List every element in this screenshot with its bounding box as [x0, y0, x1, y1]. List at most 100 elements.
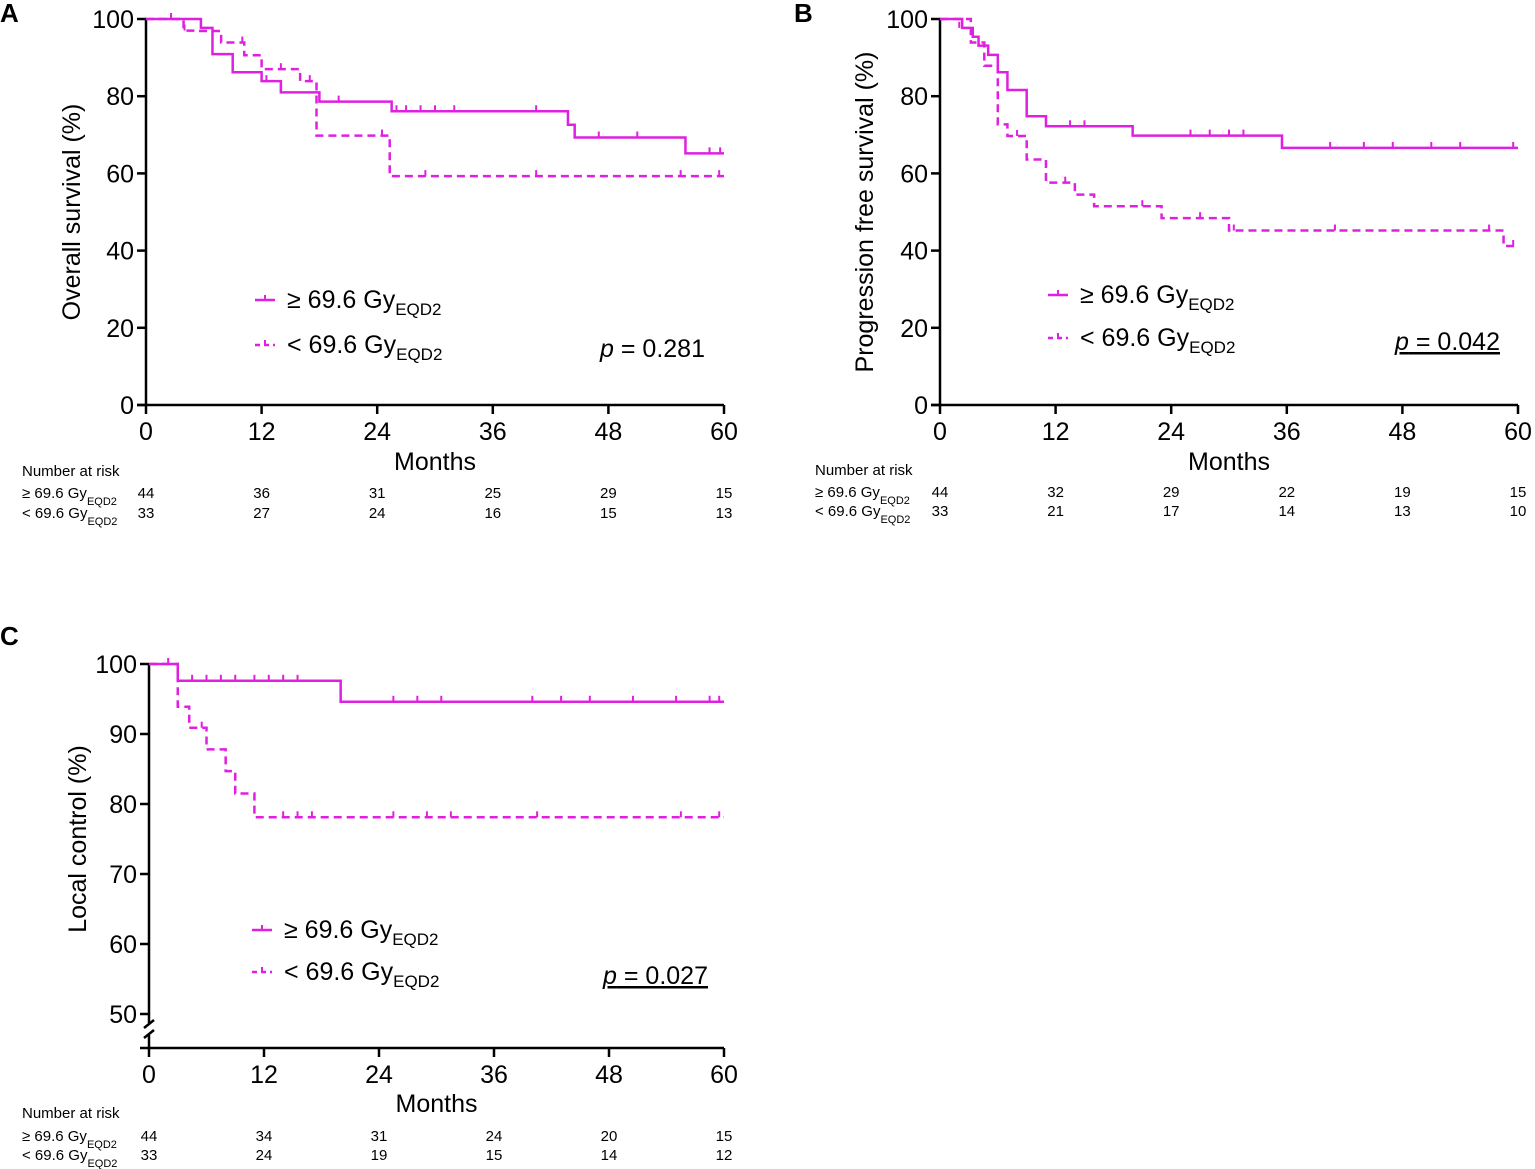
x-axis-title: Months: [394, 448, 476, 476]
x-tick-label: 0: [139, 418, 153, 446]
p-value: p = 0.027: [602, 962, 708, 990]
x-tick-label: 24: [365, 1061, 393, 1089]
x-tick-label: 60: [1504, 418, 1532, 446]
legend-label-high-subscript: EQD2: [1188, 295, 1234, 314]
axis-break-mark: [143, 1029, 155, 1039]
risk-row-label-subscript: EQD2: [87, 496, 117, 508]
legend-label-high-main: ≥ 69.6 Gy: [284, 916, 393, 944]
x-tick-label: 36: [479, 418, 507, 446]
risk-count: 34: [256, 1128, 273, 1145]
legend-label-high-main: ≥ 69.6 Gy: [1080, 281, 1189, 309]
risk-row-label: ≥ 69.6 GyEQD2: [22, 485, 117, 508]
chart-panel-a: A 0 20 40 60 80 100 0 12 24 36 48 60 Months Overall su…: [0, 0, 738, 528]
y-tick-label: 100: [886, 6, 928, 34]
risk-row-label-main: < 69.6 Gy: [22, 505, 88, 522]
legend-label-high-subscript: EQD2: [392, 930, 438, 949]
y-tick-label: 80: [900, 83, 928, 111]
risk-count: 36: [253, 485, 270, 502]
risk-count: 15: [600, 505, 617, 522]
y-tick-label: 70: [109, 861, 137, 889]
risk-row-label-main: < 69.6 Gy: [815, 503, 881, 520]
y-tick-label: 60: [900, 160, 928, 188]
x-axis-title: Months: [1188, 448, 1270, 476]
y-tick-label: 80: [106, 83, 134, 111]
risk-count: 15: [1510, 484, 1527, 501]
axis-break-mark: [143, 1019, 155, 1029]
risk-table-title: Number at risk: [22, 463, 120, 480]
p-number: = 0.281: [614, 335, 705, 363]
x-tick-label: 0: [933, 418, 947, 446]
risk-count: 15: [716, 1128, 733, 1145]
risk-count: 32: [1047, 484, 1064, 501]
risk-row-label-main: < 69.6 Gy: [22, 1147, 88, 1164]
risk-count: 33: [932, 503, 949, 520]
risk-table-title: Number at risk: [815, 462, 913, 479]
legend: ≥ 69.6 GyEQD2< 69.6 GyEQD2: [252, 916, 439, 991]
x-tick-label: 48: [595, 1061, 623, 1089]
x-axis-title: Months: [396, 1090, 478, 1118]
risk-count: 25: [484, 485, 501, 502]
p-symbol: p: [1394, 328, 1409, 356]
risk-count: 24: [369, 505, 386, 522]
risk-count: 12: [716, 1147, 733, 1164]
y-axis-title: Local control (%): [64, 745, 92, 933]
risk-count: 14: [1278, 503, 1295, 520]
y-tick-label: 90: [109, 721, 137, 749]
chart-panel-b: B 0 20 40 60 80 100 0 12 24 36 48 60 Months Progressio…: [794, 0, 1532, 526]
x-tick-label: 0: [142, 1061, 156, 1089]
legend-label-low-main: < 69.6 Gy: [284, 958, 394, 986]
panel-letter: A: [0, 0, 19, 28]
risk-count: 19: [371, 1147, 388, 1164]
risk-row-label-main: ≥ 69.6 Gy: [22, 485, 87, 502]
risk-count: 15: [716, 485, 733, 502]
y-tick-label: 40: [106, 238, 134, 266]
risk-count: 24: [256, 1147, 273, 1164]
legend-label-low: < 69.6 GyEQD2: [284, 958, 439, 991]
x-tick-label: 12: [248, 418, 276, 446]
legend-label-low: < 69.6 GyEQD2: [287, 331, 442, 364]
legend-label-low-main: < 69.6 Gy: [1080, 324, 1190, 352]
legend-label-high: ≥ 69.6 GyEQD2: [284, 916, 439, 949]
risk-count: 15: [486, 1147, 503, 1164]
risk-count: 19: [1394, 484, 1411, 501]
y-axis-title: Progression free survival (%): [851, 52, 879, 373]
y-tick-label: 20: [900, 315, 928, 343]
risk-count: 31: [369, 485, 386, 502]
risk-row-label: < 69.6 GyEQD2: [815, 503, 910, 526]
x-tick-label: 12: [1042, 418, 1070, 446]
y-tick-label: 60: [109, 931, 137, 959]
risk-count: 22: [1278, 484, 1295, 501]
risk-count: 44: [932, 484, 949, 501]
y-tick-label: 0: [120, 392, 134, 420]
legend-label-high-main: ≥ 69.6 Gy: [287, 286, 396, 314]
risk-row-label-subscript: EQD2: [87, 1139, 117, 1151]
risk-count: 14: [601, 1147, 618, 1164]
risk-row-label-subscript: EQD2: [87, 516, 117, 528]
risk-row-label-subscript: EQD2: [880, 514, 910, 526]
panel-letter: B: [794, 0, 813, 28]
x-tick-label: 60: [710, 418, 738, 446]
legend-label-low-subscript: EQD2: [393, 972, 439, 991]
x-tick-label: 24: [363, 418, 391, 446]
risk-count: 44: [138, 485, 155, 502]
risk-count: 13: [716, 505, 733, 522]
y-axis-title: Overall survival (%): [58, 104, 86, 321]
p-number: = 0.027: [617, 962, 708, 990]
legend-label-low-subscript: EQD2: [1189, 338, 1235, 357]
km-curve-low-dose: [149, 662, 724, 819]
legend-label-low-main: < 69.6 Gy: [287, 331, 397, 359]
p-symbol: p: [599, 335, 614, 363]
km-curve-low-dose: [146, 17, 724, 178]
risk-row-label: < 69.6 GyEQD2: [22, 1147, 117, 1169]
y-tick-label: 40: [900, 238, 928, 266]
y-tick-label: 100: [95, 651, 137, 679]
risk-count: 21: [1047, 503, 1064, 520]
risk-count: 29: [600, 485, 617, 502]
legend-label-high: ≥ 69.6 GyEQD2: [1080, 281, 1235, 314]
y-tick-label: 0: [914, 392, 928, 420]
x-tick-label: 12: [250, 1061, 278, 1089]
risk-count: 33: [138, 505, 155, 522]
risk-count: 29: [1163, 484, 1180, 501]
x-tick-label: 60: [710, 1061, 738, 1089]
